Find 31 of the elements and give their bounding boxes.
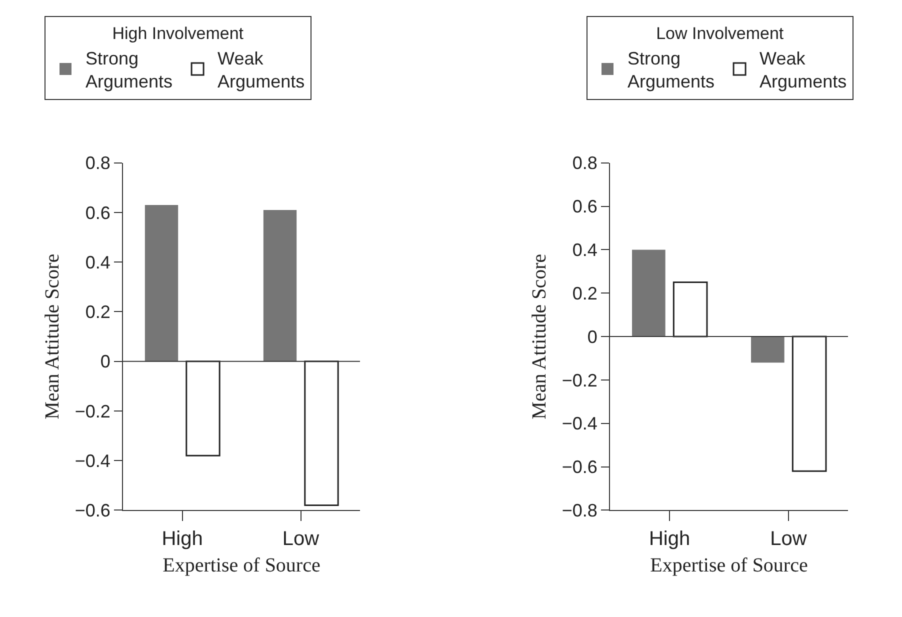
y-tick-label: 0.4 [85, 252, 110, 272]
y-tick-label: 0.8 [572, 153, 598, 174]
legend-title: Low Involvement [656, 24, 784, 44]
y-tick-label: 0 [100, 352, 110, 372]
y-axis-title: Mean Attitude Score [41, 254, 64, 420]
x-tick-label: Low [282, 528, 320, 550]
y-tick-label: 0.2 [572, 283, 598, 304]
y-axis-title: Mean Attitude Score [528, 254, 550, 420]
y-tick-label: −0.2 [562, 370, 598, 390]
y-tick-label: −0.2 [74, 401, 110, 422]
y-tick-label: 0.8 [85, 153, 110, 174]
y-tick-label: 0.2 [85, 302, 110, 322]
y-tick-label: −0.8 [562, 500, 598, 521]
x-tick-label: High [162, 528, 203, 550]
legend-title: High Involvement [112, 24, 244, 44]
x-axis-title: Expertise of Source [650, 554, 808, 577]
y-tick-label: −0.4 [74, 450, 110, 471]
x-tick-label: Low [770, 528, 808, 550]
y-tick-label: 0.6 [85, 202, 110, 223]
legend-label: Strong Arguments [628, 48, 715, 92]
y-tick-label: 0.6 [572, 196, 598, 217]
y-tick-label: 0.4 [572, 240, 598, 260]
legend-label: Strong Arguments [86, 48, 173, 92]
y-tick-label: −0.4 [562, 414, 598, 434]
legend-label: Weak Arguments [218, 48, 305, 92]
x-axis-title: Expertise of Source [162, 554, 320, 577]
y-tick-label: −0.6 [74, 500, 110, 521]
legend-label: Weak Arguments [760, 48, 847, 92]
x-tick-label: High [648, 528, 690, 550]
y-tick-label: −0.6 [562, 457, 598, 478]
y-tick-label: 0 [587, 326, 598, 347]
